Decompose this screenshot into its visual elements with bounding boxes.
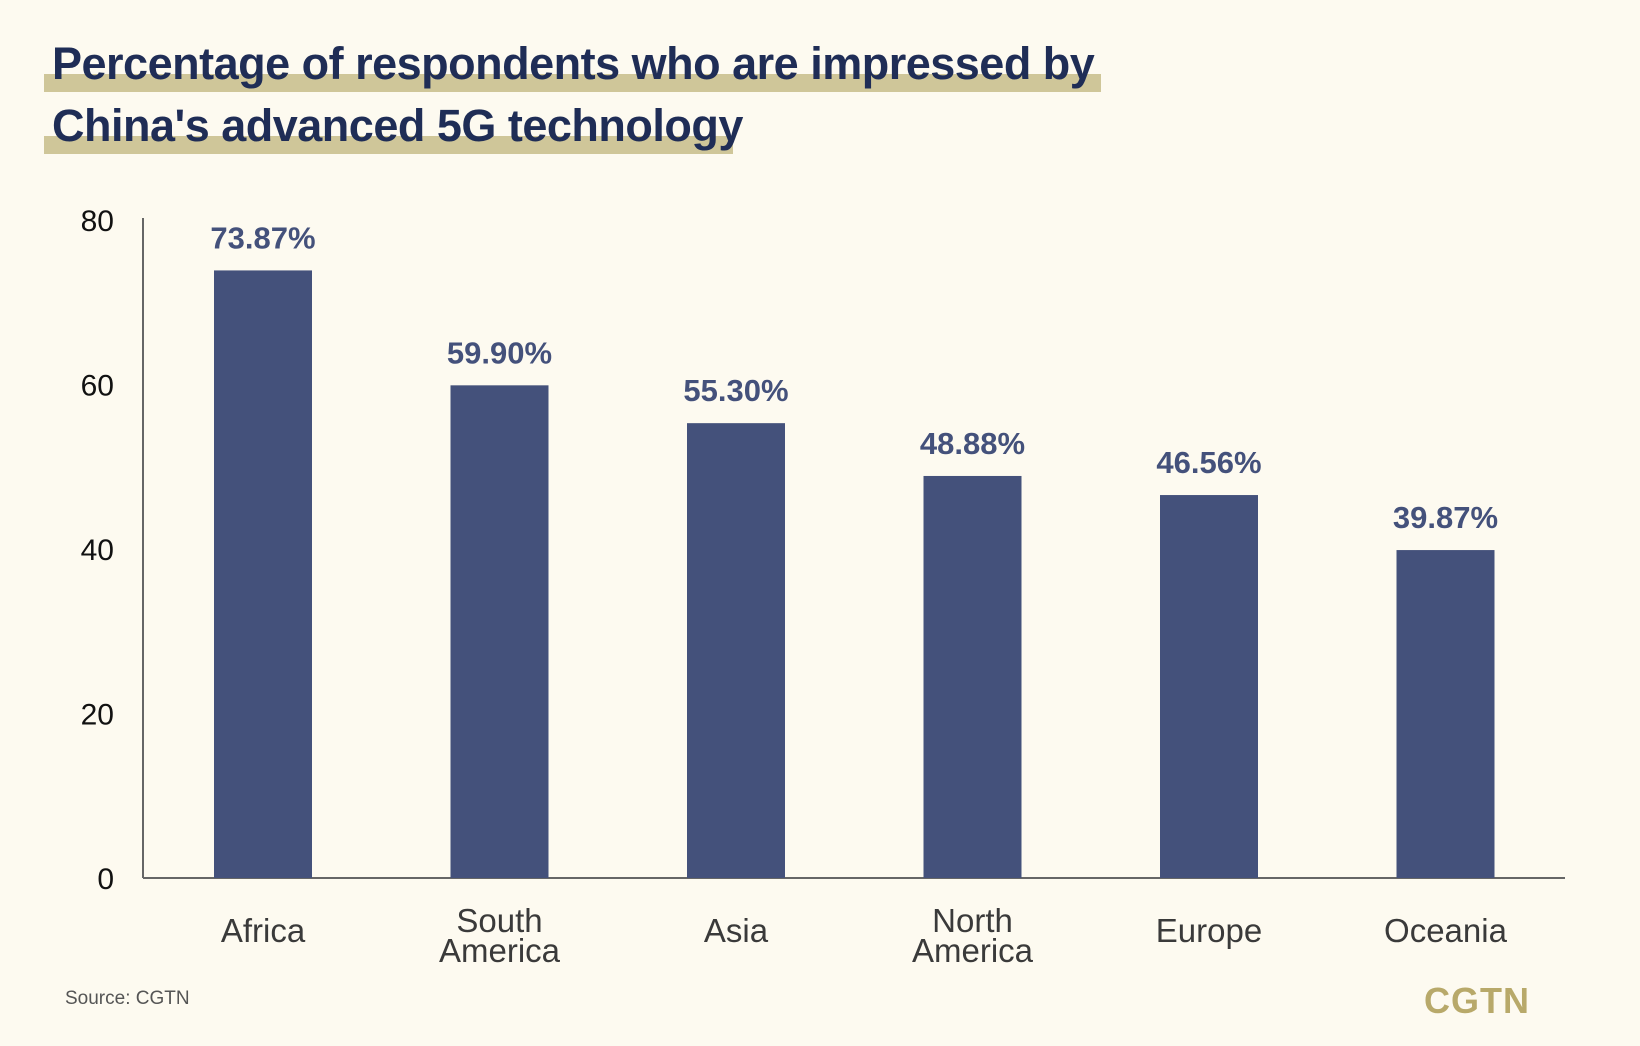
x-category-label: Africa — [221, 912, 306, 949]
x-category-label-line: South — [456, 902, 542, 939]
bar-value-label: 55.30% — [683, 373, 788, 408]
x-category-label-line: America — [912, 932, 1034, 969]
bar-value-label: 48.88% — [920, 426, 1025, 461]
bar-value-label: 46.56% — [1156, 445, 1261, 480]
x-category-label-line: America — [439, 932, 561, 969]
chart-title: Percentage of respondents who are impres… — [44, 38, 1244, 162]
y-tick-label: 0 — [97, 863, 114, 896]
bar — [1396, 550, 1495, 878]
y-tick-label: 40 — [81, 534, 114, 567]
cgtn-logo: CGTN — [1424, 980, 1530, 1021]
bar-value-label: 39.87% — [1393, 500, 1498, 535]
title-highlight-1 — [44, 74, 1101, 92]
title-text-2: China's advanced 5G technology — [52, 100, 743, 151]
x-category-label: Oceania — [1384, 912, 1508, 949]
bar — [214, 270, 312, 878]
title-highlight-2 — [44, 136, 733, 154]
y-tick-label: 80 — [81, 205, 114, 238]
bar — [923, 475, 1022, 878]
y-tick-label: 20 — [81, 699, 114, 732]
bar — [450, 385, 549, 878]
x-category-label: South America — [439, 902, 561, 969]
source-note: Source: CGTN — [65, 988, 190, 1009]
title-text-1: Percentage of respondents who are impres… — [52, 38, 1095, 89]
x-category-label: Asia — [704, 912, 769, 949]
bar — [1160, 495, 1258, 878]
x-category-label: Europe — [1156, 912, 1262, 949]
title-line-2: China's advanced 5G technology — [44, 100, 1244, 160]
bar-value-label: 73.87% — [210, 220, 315, 255]
x-category-label: North America — [912, 902, 1034, 969]
y-tick-label: 60 — [81, 370, 114, 403]
bar-value-label: 59.90% — [447, 335, 552, 370]
bar — [687, 423, 785, 878]
title-line-1: Percentage of respondents who are impres… — [44, 38, 1244, 98]
x-category-label-line: North — [932, 902, 1013, 939]
